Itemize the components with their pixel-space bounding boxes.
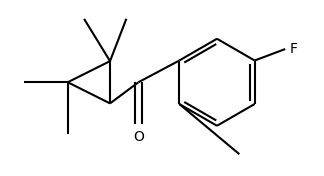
Text: O: O (133, 130, 144, 144)
Text: F: F (290, 42, 298, 56)
